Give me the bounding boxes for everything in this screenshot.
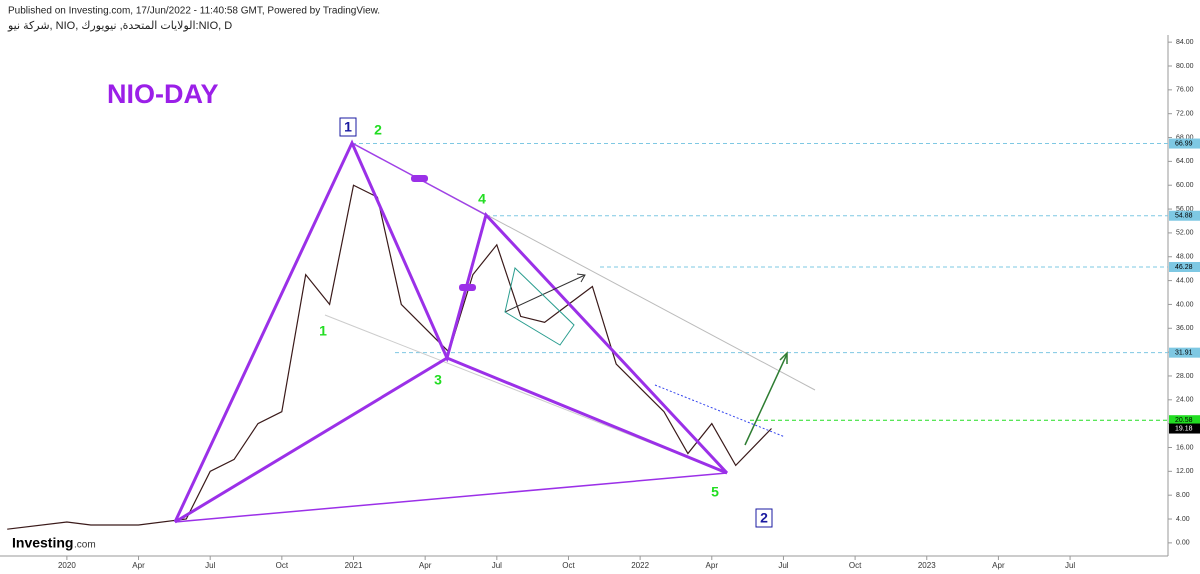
wave-label: 5	[711, 484, 719, 500]
x-tick-label: Jul	[205, 561, 215, 570]
wave-label: 1	[319, 323, 327, 339]
y-tick-label: 56.00	[1176, 206, 1194, 213]
price-level-box	[1169, 423, 1200, 434]
x-tick-label: 2021	[345, 561, 363, 570]
y-tick-label: 72.00	[1176, 111, 1194, 118]
y-tick-label: 64.00	[1176, 158, 1194, 165]
logo: Investing	[12, 535, 73, 551]
price-axis-bg	[1168, 35, 1200, 574]
y-tick-label: 48.00	[1176, 254, 1194, 261]
price-level-box	[1169, 210, 1200, 221]
arrow	[504, 274, 586, 313]
x-tick-label: Jul	[778, 561, 788, 570]
price-level-label: 31.91	[1175, 349, 1193, 356]
wave-label: 1	[344, 119, 352, 135]
price-level-box	[1169, 261, 1200, 272]
y-tick-label: 12.00	[1176, 468, 1194, 475]
y-tick-label: 52.00	[1176, 230, 1194, 237]
price-line	[7, 184, 772, 530]
y-tick-label: 16.00	[1176, 444, 1194, 451]
x-tick-label: Jul	[1065, 561, 1075, 570]
wave-label-box	[755, 508, 773, 528]
y-tick-label: 4.00	[1176, 516, 1190, 523]
x-tick-label: Apr	[992, 561, 1005, 570]
y-tick-label: 8.00	[1176, 492, 1190, 499]
x-tick-label: Oct	[276, 561, 289, 570]
price-level-box	[1169, 347, 1200, 358]
price-level-label: 54.88	[1175, 213, 1193, 220]
x-tick-label: Apr	[706, 561, 719, 570]
x-tick-label: Apr	[132, 561, 145, 570]
wave-label: 3	[434, 372, 442, 388]
logo-suffix: .com	[74, 540, 96, 551]
x-tick-label: Oct	[562, 561, 575, 570]
arrow-head	[779, 351, 788, 364]
symbol-line: شركة نيو, NIO, الولايات المتحدة, نيويورك…	[7, 20, 232, 32]
wave-line	[446, 356, 728, 475]
y-tick-label: 36.00	[1176, 325, 1194, 332]
published-note: Published on Investing.com, 17/Jun/2022 …	[8, 6, 380, 17]
wave-label: 2	[760, 510, 768, 526]
wave-drawing	[173, 139, 816, 524]
x-tick-label: 2020	[58, 561, 76, 570]
price-level-label: 20.58	[1175, 417, 1193, 424]
y-tick-label: 44.00	[1176, 277, 1194, 284]
y-tick-label: 0.00	[1176, 540, 1190, 547]
wave-marker	[411, 175, 428, 182]
y-tick-label: 80.00	[1176, 63, 1194, 70]
price-level-box	[1169, 415, 1200, 426]
chart-title: NIO-DAY	[107, 79, 219, 109]
wave-line	[174, 472, 728, 523]
x-tick-label: 2023	[918, 561, 936, 570]
x-tick-label: Apr	[419, 561, 432, 570]
channel	[504, 267, 575, 346]
x-tick-label: 2022	[631, 561, 649, 570]
wave-line	[174, 356, 448, 524]
y-tick-label: 60.00	[1176, 182, 1194, 189]
y-tick-label: 84.00	[1176, 39, 1194, 46]
wave-line	[173, 139, 729, 523]
y-tick-label: 68.00	[1176, 134, 1194, 141]
wave-label-box	[339, 117, 357, 137]
trend-line	[654, 384, 786, 438]
price-level-label: 19.18	[1175, 425, 1193, 432]
x-tick-label: Jul	[492, 561, 502, 570]
y-tick-label: 24.00	[1176, 397, 1194, 404]
arrow	[744, 353, 788, 446]
y-tick-label: 76.00	[1176, 87, 1194, 94]
wave-label: 4	[478, 191, 486, 207]
price-level-label: 66.99	[1175, 140, 1193, 147]
price-level-box	[1169, 138, 1200, 149]
y-tick-label: 28.00	[1176, 373, 1194, 380]
y-tick-label: 40.00	[1176, 301, 1194, 308]
price-level-label: 46.28	[1175, 264, 1193, 271]
wave-label: 2	[374, 122, 382, 138]
x-tick-label: Oct	[849, 561, 862, 570]
wave-marker	[459, 284, 476, 291]
arrow-head	[576, 273, 586, 283]
